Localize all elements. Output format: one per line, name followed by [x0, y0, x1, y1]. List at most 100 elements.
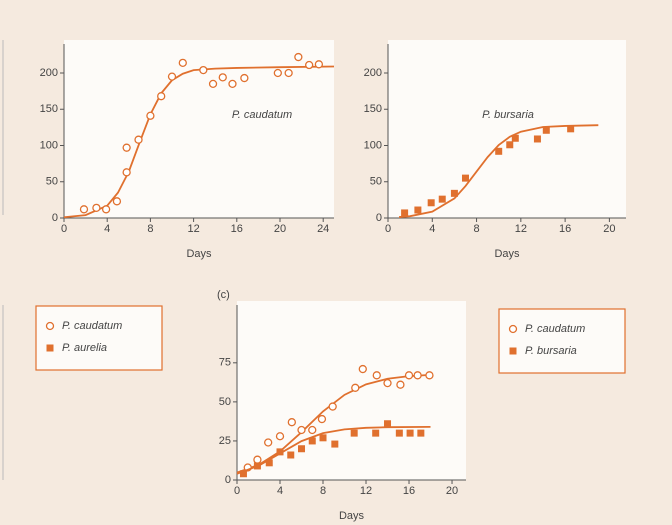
- y-tick-label: 50: [219, 396, 231, 408]
- point: [396, 380, 405, 389]
- point: [122, 143, 131, 152]
- point: [297, 425, 306, 435]
- point: [372, 371, 381, 380]
- x-tick-label: 12: [515, 223, 527, 235]
- point: [253, 455, 262, 464]
- point: [122, 168, 131, 177]
- point: [384, 420, 392, 428]
- point: [167, 72, 177, 81]
- panel-label: (c): [217, 289, 230, 301]
- legend: [35, 305, 163, 371]
- point: [146, 111, 155, 120]
- x-tick-label: 20: [274, 223, 286, 235]
- point: [511, 134, 519, 142]
- y-tick-label: 150: [40, 103, 58, 115]
- point: [294, 52, 303, 62]
- point: [404, 371, 414, 380]
- point: [239, 470, 247, 478]
- point: [383, 378, 392, 388]
- legend-marker: [508, 324, 518, 334]
- point: [284, 68, 293, 78]
- x-tick-label: 0: [61, 223, 67, 235]
- x-tick-label: 0: [385, 223, 391, 235]
- x-tick-label: 16: [231, 223, 243, 235]
- point: [308, 437, 316, 445]
- point: [417, 429, 425, 437]
- point: [276, 448, 284, 456]
- y-tick-label: 25: [219, 435, 231, 447]
- y-tick-label: 75: [219, 357, 231, 369]
- y-tick-label: 150: [364, 103, 382, 115]
- point: [414, 206, 422, 214]
- point: [319, 434, 327, 442]
- y-tick-label: 100: [40, 139, 58, 151]
- point: [178, 58, 187, 67]
- point: [358, 364, 367, 374]
- x-axis-label: Days: [494, 248, 520, 260]
- point: [450, 189, 458, 197]
- point: [273, 68, 282, 78]
- point: [275, 432, 285, 441]
- y-tick-label: 0: [225, 474, 231, 486]
- y-tick-label: 0: [52, 212, 58, 224]
- legend-marker: [46, 344, 54, 352]
- x-tick-label: 4: [277, 485, 283, 497]
- point: [305, 60, 314, 70]
- x-tick-label: 8: [147, 223, 153, 235]
- point: [298, 445, 306, 453]
- legend-label: P. aurelia: [62, 342, 107, 354]
- y-tick-label: 100: [364, 139, 382, 151]
- point: [240, 73, 249, 83]
- legend-label: P. caudatum: [62, 320, 122, 332]
- point: [427, 199, 435, 207]
- point: [287, 418, 296, 427]
- legend-label: P. bursaria: [525, 345, 577, 357]
- point: [328, 402, 337, 411]
- legend-marker: [45, 321, 55, 331]
- point: [199, 65, 208, 75]
- point: [218, 73, 227, 82]
- point: [331, 440, 339, 448]
- x-tick-label: 24: [317, 223, 329, 235]
- point: [101, 205, 111, 214]
- point: [228, 79, 237, 89]
- point: [308, 425, 317, 435]
- point: [157, 92, 166, 101]
- point: [79, 205, 89, 214]
- point: [314, 60, 324, 69]
- x-tick-label: 20: [603, 223, 615, 235]
- point: [438, 195, 446, 203]
- point: [542, 126, 550, 134]
- point: [406, 429, 414, 437]
- y-tick-label: 200: [364, 67, 382, 79]
- point: [287, 451, 295, 459]
- plot-area: [388, 40, 626, 218]
- point: [567, 125, 575, 133]
- x-tick-label: 4: [104, 223, 110, 235]
- point: [506, 141, 514, 149]
- point: [461, 174, 469, 182]
- point: [495, 147, 503, 155]
- y-tick-label: 50: [46, 176, 58, 188]
- point: [350, 429, 358, 437]
- point: [264, 438, 273, 447]
- point: [208, 79, 218, 89]
- legend-label: P. caudatum: [525, 323, 585, 335]
- point: [134, 135, 143, 144]
- annotation: P. bursaria: [482, 109, 534, 121]
- x-tick-label: 4: [429, 223, 435, 235]
- x-axis-label: Days: [339, 510, 365, 522]
- point: [253, 462, 261, 470]
- legend-marker: [509, 347, 517, 355]
- legend: [498, 308, 626, 374]
- point: [413, 371, 422, 380]
- point: [425, 371, 434, 380]
- point: [533, 135, 541, 143]
- point: [112, 197, 122, 206]
- point: [351, 383, 360, 392]
- point: [372, 429, 380, 437]
- x-tick-label: 0: [234, 485, 240, 497]
- x-tick-label: 8: [473, 223, 479, 235]
- x-tick-label: 16: [559, 223, 571, 235]
